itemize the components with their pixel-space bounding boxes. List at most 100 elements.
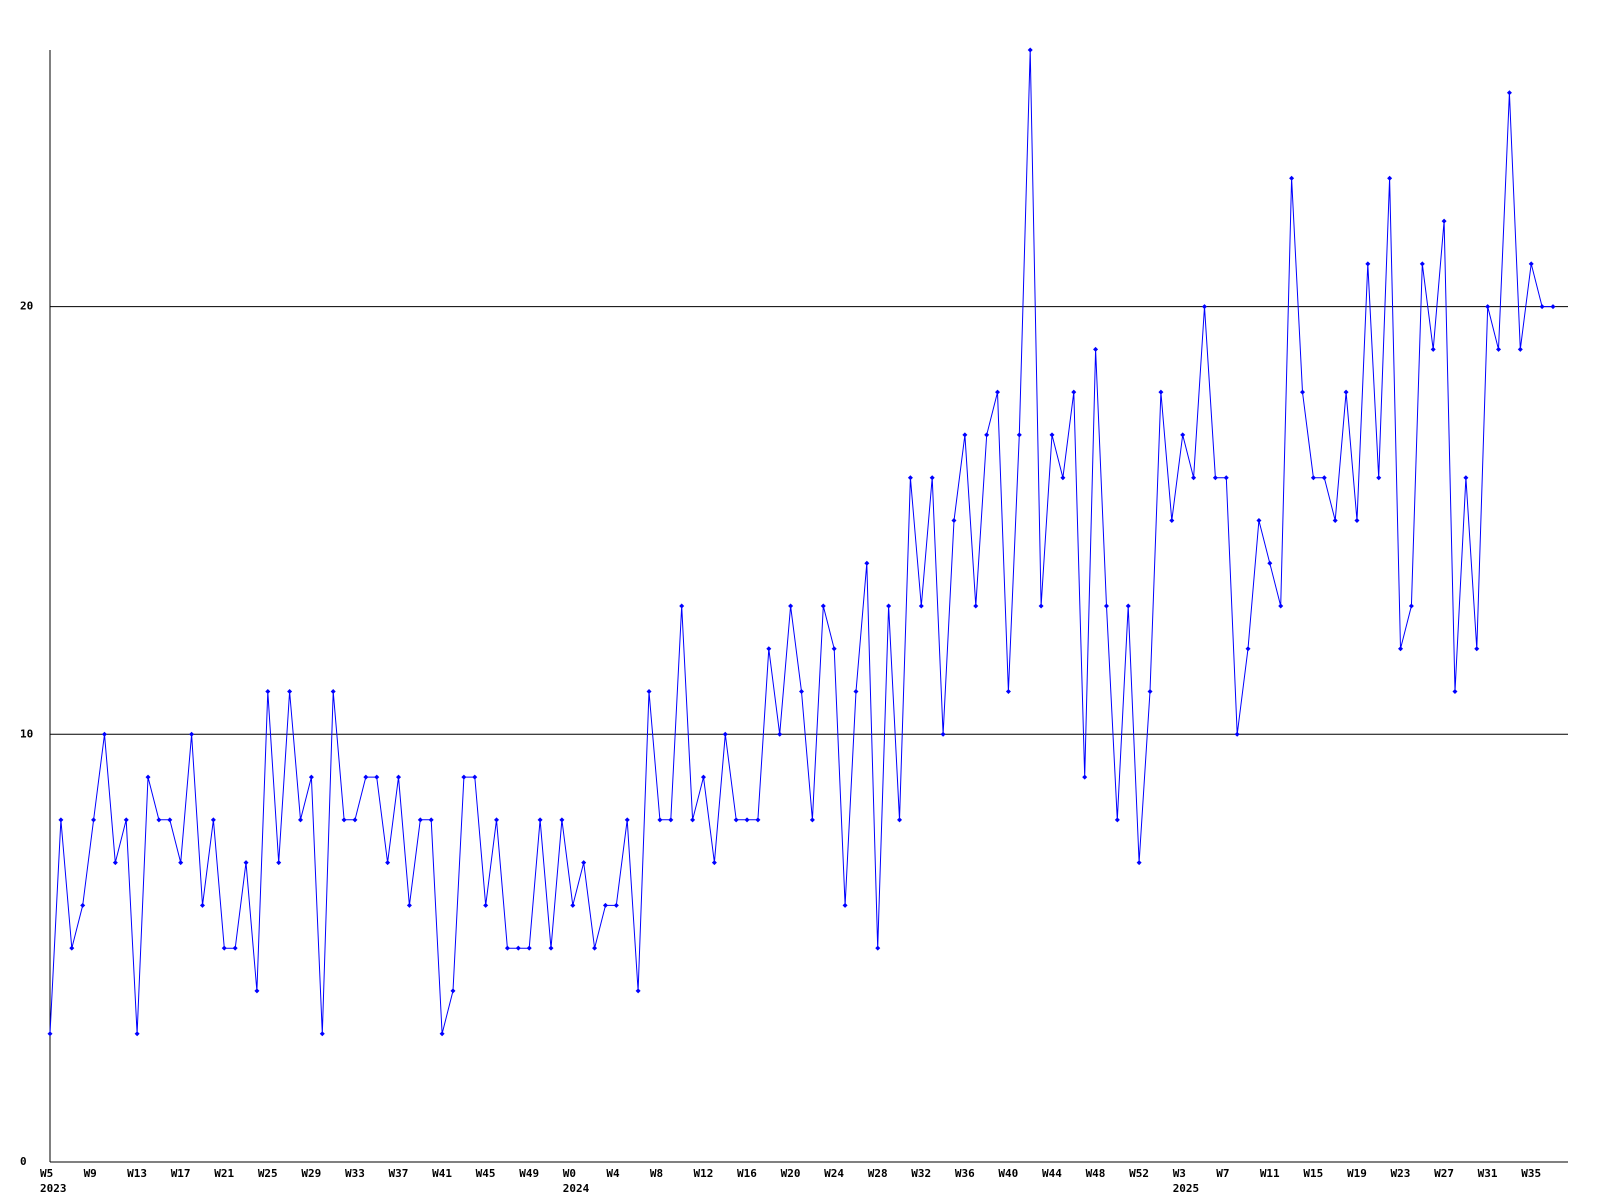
point	[635, 988, 641, 994]
point	[559, 817, 565, 823]
x-tick-label: W31	[1478, 1167, 1498, 1180]
point	[1016, 432, 1022, 438]
x-tick-label: W21	[214, 1167, 234, 1180]
point	[1278, 603, 1284, 609]
point	[1452, 689, 1458, 695]
point	[1496, 346, 1502, 352]
point	[1191, 475, 1197, 481]
point	[1310, 475, 1316, 481]
y-tick-label: 10	[20, 727, 33, 740]
point	[570, 902, 576, 908]
point	[1060, 475, 1066, 481]
point	[1463, 475, 1469, 481]
point	[581, 860, 587, 866]
point	[690, 817, 696, 823]
point	[1256, 517, 1262, 523]
point	[1234, 731, 1240, 737]
point	[1103, 603, 1109, 609]
x-tick-label: W0	[563, 1167, 576, 1180]
point	[1343, 389, 1349, 395]
point	[1201, 304, 1207, 310]
point	[1169, 517, 1175, 523]
point	[385, 860, 391, 866]
point	[439, 1031, 445, 1037]
point	[907, 475, 913, 481]
point	[962, 432, 968, 438]
point	[1387, 175, 1393, 181]
point	[58, 817, 64, 823]
point	[178, 860, 184, 866]
x-tick-label: W36	[955, 1167, 975, 1180]
point	[537, 817, 543, 823]
x-tick-label: W15	[1303, 1167, 1323, 1180]
point	[897, 817, 903, 823]
point	[1321, 475, 1327, 481]
point	[973, 603, 979, 609]
point	[1376, 475, 1382, 481]
x-tick-label: W40	[998, 1167, 1018, 1180]
point	[210, 817, 216, 823]
point	[613, 902, 619, 908]
x-tick-label: W9	[84, 1167, 97, 1180]
point	[679, 603, 685, 609]
x-tick-label: W32	[911, 1167, 931, 1180]
point	[711, 860, 717, 866]
x-tick-label: W45	[476, 1167, 496, 1180]
point	[853, 689, 859, 695]
x-tick-label: W25	[258, 1167, 278, 1180]
point	[526, 945, 532, 951]
y-tick-label: 0	[20, 1155, 27, 1168]
point	[755, 817, 761, 823]
point	[1506, 90, 1512, 96]
point	[319, 1031, 325, 1037]
point	[330, 689, 336, 695]
point	[134, 1031, 140, 1037]
point	[101, 731, 107, 737]
point	[842, 902, 848, 908]
x-tick-label: W19	[1347, 1167, 1367, 1180]
point	[1147, 689, 1153, 695]
x-tick-label: W49	[519, 1167, 539, 1180]
x-tick-label: W13	[127, 1167, 147, 1180]
point	[875, 945, 881, 951]
point	[276, 860, 282, 866]
point	[1136, 860, 1142, 866]
x-tick-label: W33	[345, 1167, 365, 1180]
x-tick-label: W20	[781, 1167, 801, 1180]
point	[396, 774, 402, 780]
point	[744, 817, 750, 823]
point	[189, 731, 195, 737]
point	[929, 475, 935, 481]
point	[1441, 218, 1447, 224]
point	[592, 945, 598, 951]
point	[461, 774, 467, 780]
point	[624, 817, 630, 823]
x-tick-label: W28	[868, 1167, 888, 1180]
point	[799, 689, 804, 695]
year-label: 2025	[1173, 1182, 1200, 1195]
point	[504, 945, 510, 951]
point	[722, 731, 728, 737]
point	[700, 774, 706, 780]
x-tick-label: W23	[1391, 1167, 1411, 1180]
x-tick-label: W27	[1434, 1167, 1454, 1180]
point	[145, 774, 151, 780]
point	[363, 774, 369, 780]
point	[494, 817, 500, 823]
point	[406, 902, 412, 908]
point	[287, 689, 293, 695]
point	[1071, 389, 1077, 395]
point	[156, 817, 162, 823]
x-tick-label: W35	[1521, 1167, 1541, 1180]
point	[1485, 304, 1491, 310]
year-label: 2024	[563, 1182, 590, 1195]
point	[243, 860, 249, 866]
point	[1419, 261, 1425, 267]
point	[1550, 304, 1556, 310]
point	[657, 817, 663, 823]
point	[1528, 261, 1534, 267]
x-tick-label: W12	[693, 1167, 713, 1180]
point	[940, 731, 946, 737]
point	[1332, 517, 1338, 523]
point	[91, 817, 97, 823]
